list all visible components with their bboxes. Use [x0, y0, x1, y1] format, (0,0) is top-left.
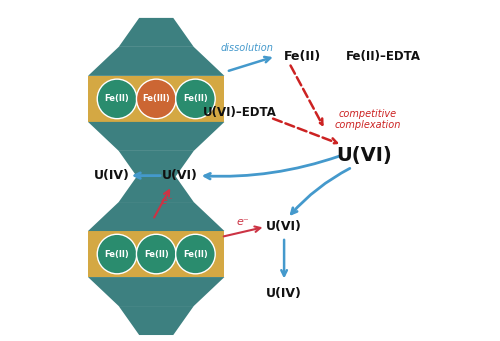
Text: Fe(II): Fe(II)	[144, 250, 169, 258]
Polygon shape	[118, 18, 194, 47]
Text: Fe(II): Fe(II)	[104, 94, 130, 103]
Text: Fe(III): Fe(III)	[142, 94, 170, 103]
Circle shape	[97, 234, 137, 274]
Text: competitive
complexation: competitive complexation	[334, 108, 401, 130]
FancyBboxPatch shape	[88, 231, 224, 277]
Polygon shape	[88, 47, 224, 76]
Text: Fe(II): Fe(II)	[183, 94, 208, 103]
Polygon shape	[88, 202, 224, 231]
Text: U(VI): U(VI)	[266, 220, 302, 233]
Circle shape	[176, 234, 215, 274]
Polygon shape	[118, 151, 194, 180]
Text: U(VI): U(VI)	[336, 146, 392, 165]
Text: dissolution: dissolution	[220, 43, 273, 53]
Polygon shape	[118, 173, 194, 202]
Circle shape	[136, 234, 176, 274]
Text: Fe(II): Fe(II)	[104, 250, 130, 258]
Circle shape	[176, 79, 215, 119]
Text: Fe(II)–EDTA: Fe(II)–EDTA	[346, 50, 420, 63]
Text: U(VI)–EDTA: U(VI)–EDTA	[203, 106, 276, 119]
Text: e⁻: e⁻	[160, 196, 173, 206]
Text: Fe(II): Fe(II)	[183, 250, 208, 258]
Text: Fe(II): Fe(II)	[284, 50, 322, 63]
Polygon shape	[118, 306, 194, 335]
Circle shape	[136, 79, 176, 119]
FancyBboxPatch shape	[88, 76, 224, 122]
Polygon shape	[88, 277, 224, 306]
Text: U(VI): U(VI)	[162, 169, 198, 182]
Text: e⁻: e⁻	[236, 218, 249, 227]
Polygon shape	[88, 122, 224, 151]
Text: U(IV): U(IV)	[94, 169, 130, 182]
Circle shape	[97, 79, 137, 119]
Text: U(IV): U(IV)	[266, 287, 302, 300]
